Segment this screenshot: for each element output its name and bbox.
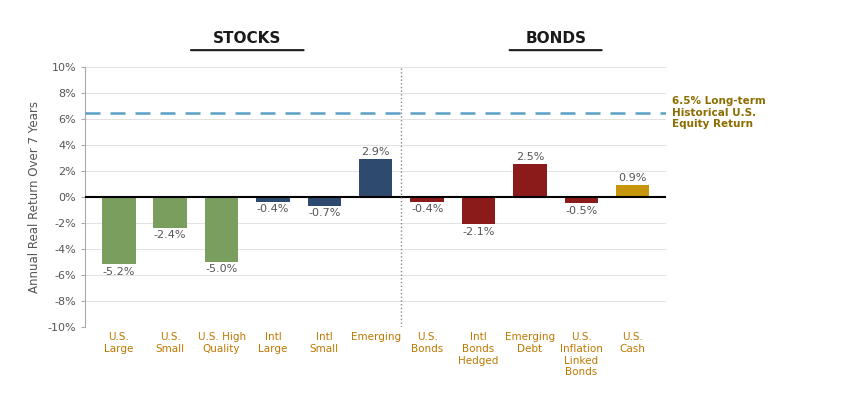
Bar bbox=[256, 197, 289, 202]
Bar bbox=[410, 197, 444, 202]
Text: -0.7%: -0.7% bbox=[308, 208, 340, 218]
Text: STOCKS: STOCKS bbox=[213, 31, 281, 46]
Text: -2.4%: -2.4% bbox=[154, 230, 186, 241]
Bar bbox=[615, 185, 648, 197]
Text: -2.1%: -2.1% bbox=[461, 227, 494, 237]
Text: -0.4%: -0.4% bbox=[410, 204, 443, 215]
Text: 2.9%: 2.9% bbox=[361, 147, 390, 157]
Text: 2.5%: 2.5% bbox=[515, 152, 543, 162]
Bar bbox=[307, 197, 340, 206]
Text: -5.2%: -5.2% bbox=[102, 267, 135, 277]
Y-axis label: Annual Real Return Over 7 Years: Annual Real Return Over 7 Years bbox=[28, 101, 41, 293]
Bar bbox=[358, 159, 392, 197]
Text: BONDS: BONDS bbox=[525, 31, 585, 46]
Text: 6.5% Long-term
Historical U.S.
Equity Return: 6.5% Long-term Historical U.S. Equity Re… bbox=[671, 96, 765, 129]
Bar bbox=[564, 197, 597, 204]
Bar bbox=[154, 197, 187, 228]
Bar bbox=[461, 197, 495, 224]
Text: 0.9%: 0.9% bbox=[618, 173, 646, 183]
Bar bbox=[205, 197, 238, 262]
Bar bbox=[102, 197, 136, 264]
Text: -0.4%: -0.4% bbox=[257, 204, 289, 215]
Bar bbox=[513, 165, 546, 197]
Text: -5.0%: -5.0% bbox=[206, 264, 237, 274]
Text: -0.5%: -0.5% bbox=[565, 206, 597, 216]
